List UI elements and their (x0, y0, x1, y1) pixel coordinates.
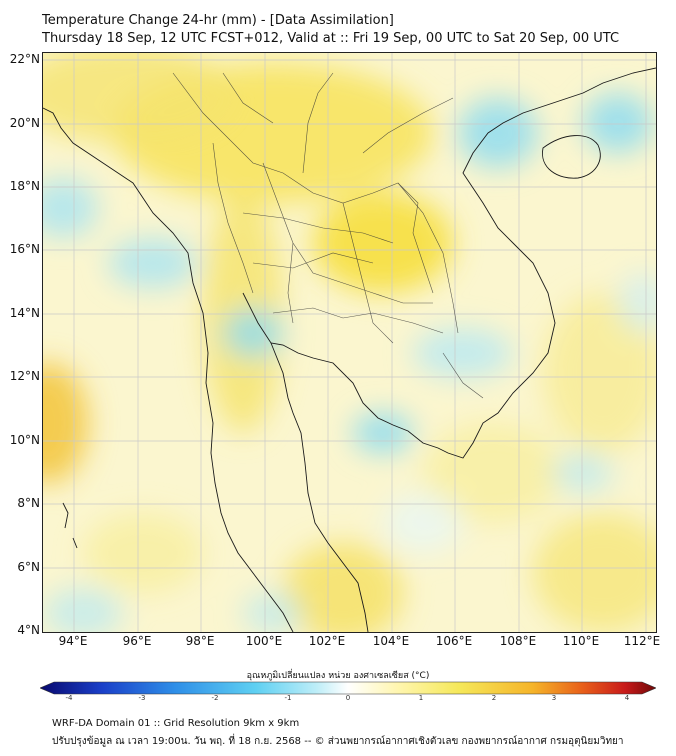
lat-label: 18°N (9, 179, 40, 193)
lat-label: 22°N (9, 52, 40, 66)
footer-model-info: WRF-DA Domain 01 :: Grid Resolution 9km … (52, 718, 300, 729)
lon-label: 94°E (58, 634, 88, 648)
lat-label: 10°N (9, 433, 40, 447)
lon-label: 104°E (372, 634, 410, 648)
colorbar-tick: -2 (211, 694, 219, 702)
colorbar-tick: 3 (551, 694, 557, 702)
lat-label: 12°N (9, 369, 40, 383)
lon-label: 106°E (435, 634, 473, 648)
colorbar-title: อุณหภูมิเปลี่ยนแปลง หน่วย องศาเซลเซียส (… (246, 671, 430, 681)
lon-label: 96°E (122, 634, 152, 648)
colorbar-tick: -3 (138, 694, 146, 702)
lat-label: 16°N (9, 242, 40, 256)
lon-label: 100°E (245, 634, 283, 648)
colorbar-tick: -1 (284, 694, 292, 702)
title-line: Temperature Change 24-hr (mm) - [Data As… (42, 13, 394, 28)
colorbar-tick: 0 (345, 694, 351, 702)
colorbar-gradient (39, 681, 657, 695)
lon-label: 110°E (562, 634, 600, 648)
subtitle-line: Thursday 18 Sep, 12 UTC FCST+012, Valid … (42, 31, 620, 46)
lon-label: 102°E (308, 634, 346, 648)
lon-label: 108°E (499, 634, 537, 648)
map-title: Temperature Change 24-hr (mm) - [Data As… (42, 12, 619, 48)
lat-label: 8°N (17, 496, 40, 510)
lat-label: 14°N (9, 306, 40, 320)
colorbar-tick: 2 (491, 694, 497, 702)
lat-label: 6°N (17, 560, 40, 574)
temperature-field-map (43, 53, 656, 632)
coastlines (43, 67, 656, 632)
graticule (43, 53, 656, 632)
colorbar-tick: 4 (624, 694, 630, 702)
colorbar-tick: -4 (65, 694, 73, 702)
admin-borders (172, 72, 484, 399)
map-panel[interactable] (42, 52, 657, 633)
lat-label: 20°N (9, 116, 40, 130)
lon-label: 98°E (185, 634, 215, 648)
lon-label: 112°E (623, 634, 661, 648)
lat-label: 4°N (17, 623, 40, 637)
footer-credit: ปรับปรุงข้อมูล ณ เวลา 19:00น. วัน พฤ. ที… (52, 736, 624, 747)
colorbar-tick: 1 (418, 694, 424, 702)
